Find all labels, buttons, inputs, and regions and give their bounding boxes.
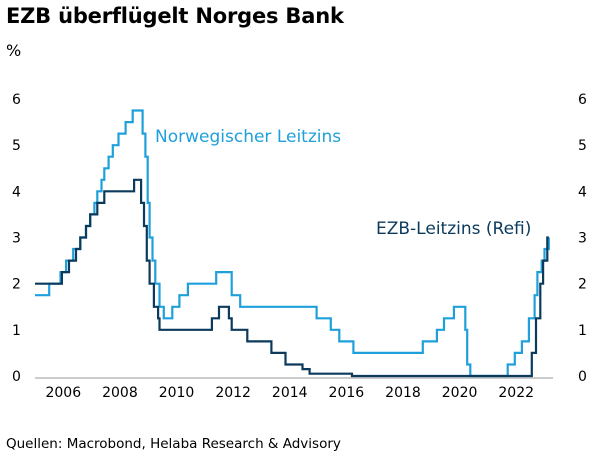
y-ticks-left: 0 1 2 3 4 5 6 <box>12 92 21 385</box>
y-tick-label-right: 6 <box>578 92 587 108</box>
x-tick-label: 2014 <box>272 385 308 401</box>
y-tick-label-left: 4 <box>12 184 21 200</box>
x-tick-label: 2010 <box>159 385 195 401</box>
y-tick-label-left: 0 <box>12 369 21 385</box>
y-tick-label-right: 4 <box>578 184 587 200</box>
x-ticks: 2006 2008 2010 2012 2014 2016 2018 2020 2022 <box>45 385 534 401</box>
x-tick-label: 2012 <box>215 385 251 401</box>
x-tick-label: 2018 <box>385 385 421 401</box>
y-tick-label-left: 5 <box>12 138 21 154</box>
series-label-ecb: EZB-Leitzins (Refi) <box>376 219 531 239</box>
x-tick-label: 2022 <box>498 385 534 401</box>
x-tick-label: 2016 <box>329 385 365 401</box>
y-axis-unit-label: % <box>6 41 21 60</box>
y-tick-label-right: 1 <box>578 323 587 339</box>
series-lines <box>35 109 550 378</box>
y-tick-label-right: 2 <box>578 277 587 293</box>
series-label-norway: Norwegischer Leitzins <box>155 127 341 147</box>
source-note: Quellen: Macrobond, Helaba Research & Ad… <box>6 436 341 452</box>
x-tick-label: 2006 <box>45 385 81 401</box>
series-line-ecb <box>35 178 549 378</box>
y-ticks-right: 0 1 2 3 4 5 6 <box>578 92 587 385</box>
y-tick-label-left: 6 <box>12 92 21 108</box>
chart-title: EZB überflügelt Norges Bank <box>6 4 344 28</box>
y-tick-label-left: 3 <box>12 231 21 247</box>
y-tick-label-left: 2 <box>12 277 21 293</box>
y-tick-label-right: 5 <box>578 138 587 154</box>
series-line-norway <box>35 109 550 378</box>
y-tick-label-right: 0 <box>578 369 587 385</box>
x-tick-label: 2020 <box>442 385 478 401</box>
x-tick-label: 2008 <box>102 385 138 401</box>
y-tick-label-right: 3 <box>578 231 587 247</box>
y-tick-label-left: 1 <box>12 323 21 339</box>
